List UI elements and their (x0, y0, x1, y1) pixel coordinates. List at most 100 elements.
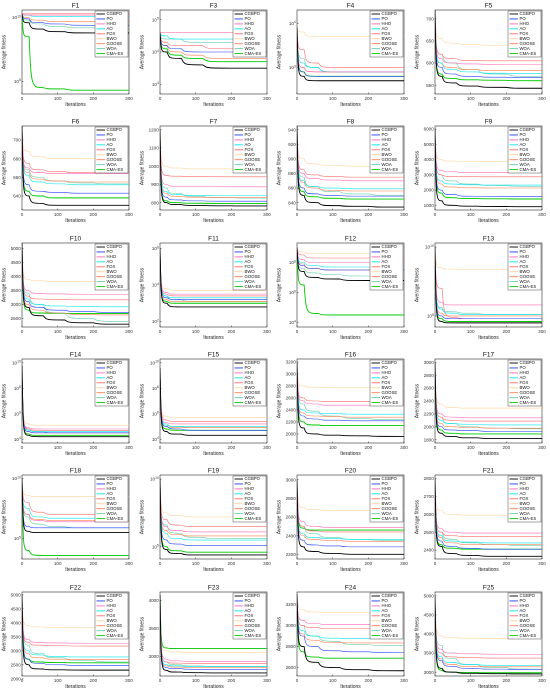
legend-label: WOA (382, 162, 392, 167)
series-line-cma-es (434, 129, 542, 200)
legend-label: BWO (244, 617, 255, 622)
series-line-po (297, 126, 404, 197)
legend-label: GOOSE (382, 273, 398, 278)
x-axis-label: Iterations (478, 451, 499, 457)
y-tick-label: 3000 (286, 477, 297, 482)
y-tick-label: 3500 (423, 650, 434, 655)
y-tick-label: 2200 (286, 552, 297, 557)
chart-title: F17 (482, 351, 494, 358)
y-axis-label: Average fitness (277, 383, 283, 418)
chart-svg: F25 0 100 200 300 3000 3500 4000 4500 5000 Iterati… (414, 584, 546, 690)
series-line-cgbpo (22, 594, 129, 671)
legend-label: PO (244, 365, 251, 370)
chart-title: F1 (72, 3, 80, 10)
legend-label: GOOSE (244, 157, 260, 162)
chart-panel-f22: F22 0 100 200 300 2000 2500 3000 3500 4000 4500 500… (0, 582, 137, 698)
x-tick-label: 100 (329, 445, 337, 450)
x-tick-label: 100 (466, 212, 474, 217)
x-tick-label: 200 (364, 445, 372, 450)
y-tick-label: 3000 (286, 371, 297, 376)
y-tick-label: 108 (151, 385, 158, 391)
chart-title: F24 (345, 584, 357, 591)
y-tick-label: 102 (151, 318, 158, 324)
y-tick-label: 1010 (425, 244, 434, 250)
series-line-fox (434, 129, 542, 178)
x-axis-label: Iterations (478, 102, 499, 108)
series-line-hho (434, 10, 542, 65)
series-line-cgbpo (159, 594, 267, 673)
legend-label: AO (382, 142, 389, 147)
x-tick-label: 0 (433, 561, 436, 566)
legend-label: FOX (382, 147, 391, 152)
legend-label: GOOSE (519, 273, 535, 278)
x-tick-label: 100 (191, 329, 199, 334)
legend-label: CMA-ES (382, 51, 399, 56)
series-line-bwo (297, 126, 404, 167)
legend-label: WOA (382, 278, 392, 283)
legend-label: WOA (244, 627, 254, 632)
y-tick-label: 3000 (423, 669, 434, 674)
y-tick-label: 920 (288, 142, 296, 147)
chart-title: F6 (72, 119, 80, 126)
series-line-woa (22, 13, 129, 29)
chart-panel-f9: F9 0 100 200 300 1000 2000 3000 4000 5000 6000 Iter… (413, 116, 550, 232)
x-axis-label: Iterations (203, 335, 224, 341)
legend-label: AO (519, 142, 526, 147)
x-axis-label: Iterations (340, 567, 361, 573)
series-line-ao (434, 10, 542, 74)
series-line-bwo (297, 593, 404, 613)
series-line-woa (297, 247, 404, 276)
series-line-cgbpo (434, 10, 542, 89)
legend-label: GOOSE (519, 622, 535, 627)
series-line-bwo (159, 248, 267, 291)
y-tick-label: 2000 (423, 424, 434, 429)
x-tick-label: 200 (502, 96, 510, 101)
y-tick-label: 700 (426, 16, 434, 21)
y-tick-label: 105 (426, 312, 433, 318)
series-line-woa (297, 126, 404, 196)
series-line-goose (159, 594, 267, 668)
y-tick-label: 2500 (423, 530, 434, 535)
y-tick-label: 104 (151, 49, 158, 55)
series-line-hho (22, 13, 129, 16)
series-line-po (434, 246, 542, 319)
legend-label: BWO (382, 617, 393, 622)
legend-label: CGBPO (382, 593, 398, 598)
legend-label: HHO (382, 486, 392, 491)
series-line-cgbpo (297, 27, 404, 82)
chart-panel-f24: F24 0 100 200 300 2600 2800 3000 3200 Iterations A… (275, 582, 412, 698)
series-line-cma-es (434, 595, 542, 673)
chart-panel-f6: F6 0 100 200 300 640 660 680 700 Iterations Averag… (0, 116, 137, 232)
legend-label: FOX (519, 496, 528, 501)
series-line-po (159, 479, 267, 546)
y-tick-label: 3500 (148, 626, 159, 631)
series-line-hho (297, 361, 404, 406)
series-line-goose (434, 478, 542, 546)
y-tick-label: 103 (289, 64, 296, 70)
chart-title: F15 (207, 351, 219, 358)
y-tick-label: 860 (288, 186, 296, 191)
x-tick-label: 300 (538, 212, 546, 217)
x-tick-label: 100 (329, 561, 337, 566)
series-line-goose (22, 13, 129, 22)
series-line-po (297, 479, 404, 548)
legend-label: WOA (382, 627, 392, 632)
y-axis-label: Average fitness (414, 616, 420, 651)
x-tick-label: 200 (227, 445, 235, 450)
legend-label: WOA (519, 395, 529, 400)
y-tick-label: 5000 (11, 246, 22, 251)
x-tick-label: 0 (21, 678, 24, 683)
x-tick-label: 100 (329, 329, 337, 334)
series-line-cma-es (434, 10, 542, 82)
legend-label: GOOSE (244, 506, 260, 511)
legend-label: FOX (107, 380, 116, 385)
x-axis-label: Iterations (203, 102, 224, 108)
chart-title: F19 (207, 468, 219, 475)
series-line-bwo (434, 10, 542, 46)
legend-label: FOX (107, 264, 116, 269)
y-tick-label: 1010 (12, 14, 21, 20)
series-line-woa (159, 32, 267, 43)
y-axis-label: Average fitness (139, 34, 145, 69)
legend-label: CGBPO (382, 127, 398, 132)
